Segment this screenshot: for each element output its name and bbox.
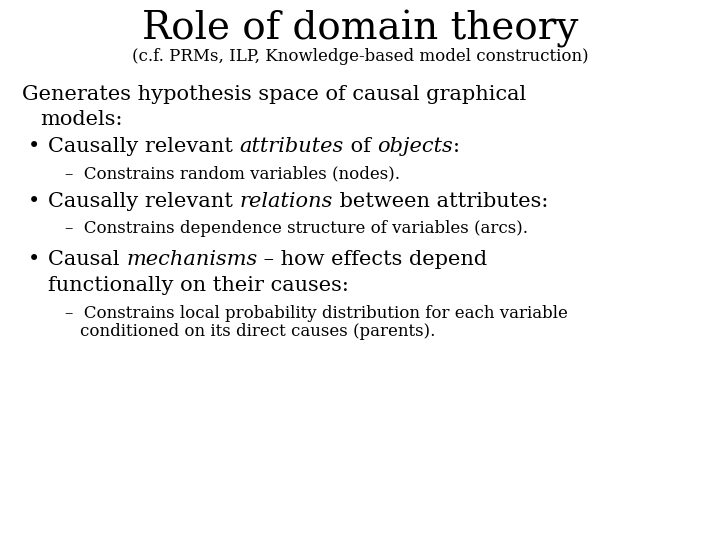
Text: Role of domain theory: Role of domain theory: [142, 10, 578, 48]
Text: relations: relations: [240, 192, 333, 211]
Text: –  Constrains dependence structure of variables (arcs).: – Constrains dependence structure of var…: [65, 220, 528, 237]
Text: (c.f. PRMs, ILP, Knowledge-based model construction): (c.f. PRMs, ILP, Knowledge-based model c…: [132, 48, 588, 65]
Text: attributes: attributes: [240, 137, 343, 156]
Text: objects: objects: [377, 137, 453, 156]
Text: between attributes:: between attributes:: [333, 192, 548, 211]
Text: mechanisms: mechanisms: [126, 250, 257, 269]
Text: Generates hypothesis space of causal graphical: Generates hypothesis space of causal gra…: [22, 85, 526, 104]
Text: conditioned on its direct causes (parents).: conditioned on its direct causes (parent…: [80, 323, 436, 340]
Text: Causal: Causal: [48, 250, 126, 269]
Text: :: :: [453, 137, 460, 156]
Text: Causally relevant: Causally relevant: [48, 137, 240, 156]
Text: functionally on their causes:: functionally on their causes:: [48, 276, 349, 295]
Text: of: of: [343, 137, 377, 156]
Text: •: •: [28, 137, 40, 156]
Text: –  Constrains local probability distribution for each variable: – Constrains local probability distribut…: [65, 305, 568, 322]
Text: •: •: [28, 250, 40, 269]
Text: – how effects depend: – how effects depend: [257, 250, 487, 269]
Text: –  Constrains random variables (nodes).: – Constrains random variables (nodes).: [65, 165, 400, 182]
Text: •: •: [28, 192, 40, 211]
Text: models:: models:: [40, 110, 122, 129]
Text: Causally relevant: Causally relevant: [48, 192, 240, 211]
